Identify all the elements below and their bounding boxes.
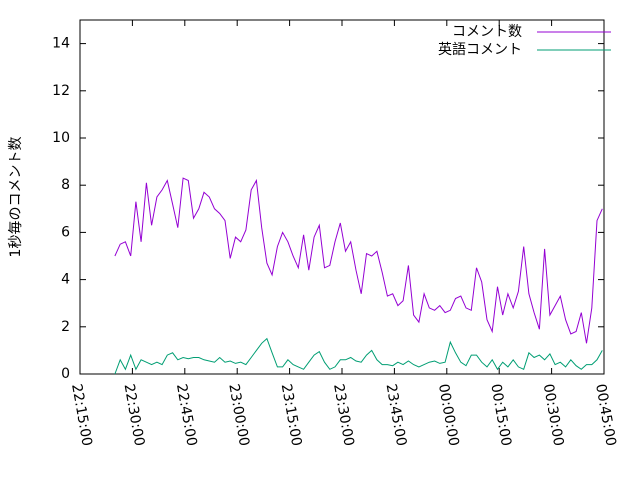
series-line — [114, 337, 603, 375]
y-tick-label: 12 — [52, 83, 70, 99]
y-tick-label: 2 — [61, 319, 70, 335]
x-tick-label: 23:15:00 — [278, 383, 305, 448]
x-tick-label: 00:15:00 — [487, 383, 514, 448]
y-axis-label: 1秒毎のコメント数 — [8, 137, 24, 258]
series-line — [114, 177, 603, 344]
legend-label: 英語コメント — [438, 41, 522, 58]
x-tick-label: 22:15:00 — [68, 383, 95, 448]
x-tick-label: 00:45:00 — [592, 383, 619, 448]
x-tick-label: 23:45:00 — [383, 383, 410, 448]
x-tick-label: 23:00:00 — [225, 383, 252, 448]
y-tick-label: 0 — [61, 366, 70, 382]
y-tick-label: 8 — [61, 177, 70, 193]
x-tick-label: 23:30:00 — [330, 383, 357, 448]
legend-label: コメント数 — [452, 24, 522, 40]
y-tick-label: 10 — [52, 130, 70, 146]
y-tick-label: 14 — [52, 36, 70, 52]
x-tick-label: 22:30:00 — [121, 383, 148, 448]
plot-frame — [79, 19, 605, 375]
y-tick-label: 4 — [61, 272, 70, 288]
x-tick-label: 00:00:00 — [435, 383, 462, 448]
y-tick-label: 6 — [61, 224, 70, 240]
x-tick-label: 00:30:00 — [540, 383, 567, 448]
x-tick-label: 22:45:00 — [173, 383, 200, 448]
